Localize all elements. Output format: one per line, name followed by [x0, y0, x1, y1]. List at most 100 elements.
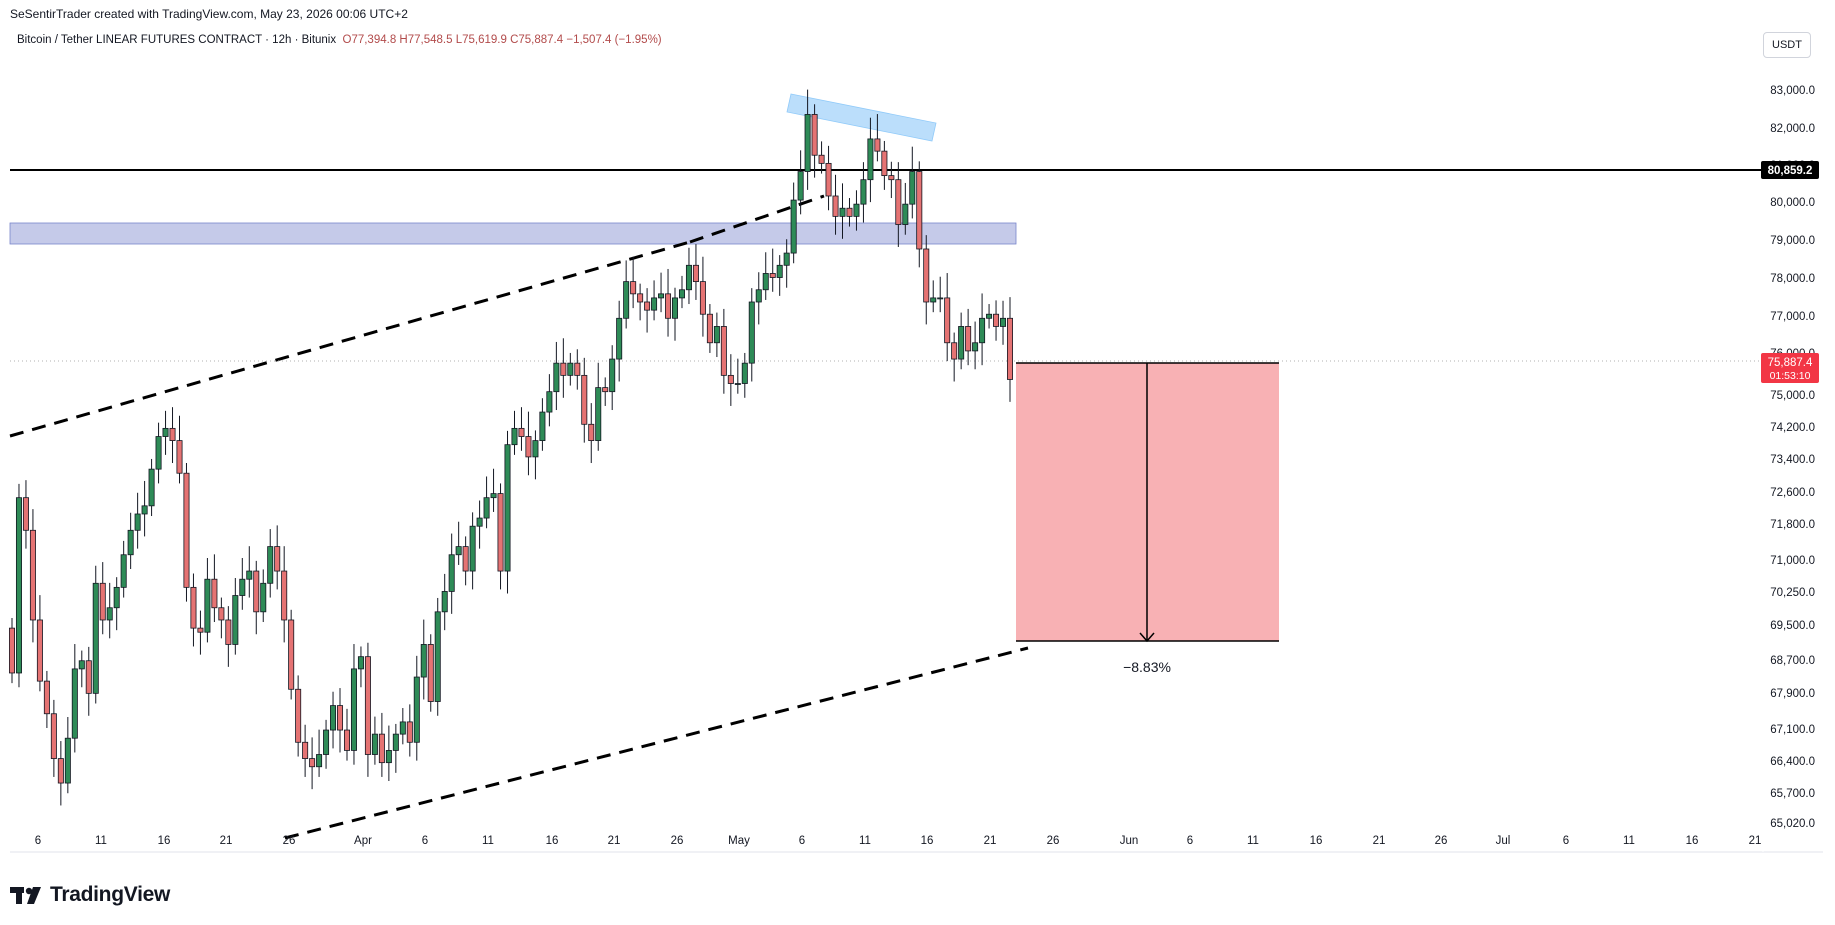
bullish-candle: [455, 546, 462, 556]
bullish-candle: [330, 705, 337, 731]
chart-attribution: SeSentirTrader created with TradingView.…: [10, 7, 408, 21]
bearish-candle: [637, 293, 644, 303]
bullish-candle: [71, 668, 78, 739]
bullish-candle: [790, 199, 797, 254]
bullish-candle: [413, 676, 420, 743]
bullish-candle: [958, 326, 965, 360]
symbol-name[interactable]: Bitcoin / Tether LINEAR FUTURES CONTRACT…: [17, 34, 337, 46]
time-tick-label: 16: [546, 835, 559, 847]
currency-selector[interactable]: USDT: [1763, 32, 1811, 58]
top-consolidation-zone[interactable]: [786, 93, 937, 142]
time-tick-label: 21: [220, 835, 233, 847]
lower-channel-line[interactable]: [284, 646, 1029, 840]
bullish-candle: [616, 317, 623, 360]
bearish-candle: [22, 497, 29, 531]
time-tick-label: 21: [1373, 835, 1386, 847]
bearish-candle: [832, 195, 839, 217]
bullish-candle: [546, 391, 553, 413]
bullish-candle: [385, 750, 392, 764]
bullish-candle: [713, 326, 720, 344]
bullish-candle: [483, 497, 490, 519]
bearish-candle: [951, 342, 958, 360]
bullish-candle: [986, 313, 993, 319]
bullish-candle: [246, 570, 253, 580]
time-axis[interactable]: 6 11 16 21 26 Apr 6 11 16 21 26 May 6 11 16 21 26 Jun 6 11 1…: [35, 835, 1762, 847]
bullish-candle: [776, 264, 783, 278]
time-tick-label: 6: [799, 835, 805, 847]
bullish-candle: [783, 252, 790, 266]
tradingview-brand[interactable]: TradingView: [10, 883, 170, 907]
bullish-candle: [504, 444, 511, 572]
bullish-candle: [755, 289, 762, 303]
bullish-candle: [434, 611, 441, 702]
bullish-candle: [420, 644, 427, 678]
bearish-candle: [665, 293, 672, 319]
bullish-candle: [734, 383, 741, 385]
bearish-candle: [944, 297, 951, 344]
bullish-candle: [595, 387, 602, 442]
bullish-candle: [260, 582, 267, 613]
bearish-candle: [588, 423, 595, 442]
price-axis[interactable]: 83,000.082,000.081,000.080,000.079,000.0…: [1770, 85, 1815, 830]
time-tick-label: Jul: [1496, 835, 1511, 847]
bullish-candle: [267, 546, 274, 584]
price-tick-label: 78,000.0: [1770, 273, 1815, 285]
bullish-candle: [441, 591, 448, 613]
time-tick-label: 21: [984, 835, 997, 847]
bullish-candle: [64, 737, 71, 784]
bullish-candle: [120, 554, 127, 588]
bearish-candle: [337, 705, 344, 731]
bullish-candle: [148, 468, 155, 507]
time-tick-label: 16: [921, 835, 934, 847]
bearish-candle: [574, 362, 581, 376]
bullish-candle: [469, 525, 476, 572]
bullish-candle: [1000, 317, 1007, 327]
bullish-candle: [323, 729, 330, 755]
bullish-candle: [78, 660, 85, 670]
bearish-candle: [225, 619, 232, 645]
bullish-candle: [204, 578, 211, 633]
ohlc-values: O77,394.8 H77,548.5 L75,619.9 C75,887.4 …: [343, 34, 662, 46]
bearish-candle: [811, 114, 818, 156]
bearish-candle: [378, 733, 385, 764]
bearish-candle: [699, 281, 706, 315]
close-value: C75,887.4: [510, 34, 564, 46]
bearish-candle: [99, 582, 106, 621]
upper-channel-line-extension[interactable]: [689, 194, 825, 244]
supply-zone[interactable]: [9, 222, 1017, 245]
bullish-candle: [155, 436, 162, 470]
resistance-price-tag-text: 80,859.2: [1768, 165, 1813, 177]
bearish-candle: [644, 301, 651, 311]
upper-channel-line[interactable]: [9, 240, 691, 438]
bearish-candle: [923, 248, 930, 303]
bearish-candle: [518, 427, 525, 437]
symbol-legend[interactable]: Bitcoin / Tether LINEAR FUTURES CONTRACT…: [17, 34, 662, 46]
bullish-candle: [399, 721, 406, 735]
bullish-candle: [937, 297, 944, 300]
time-tick-label: 21: [1749, 835, 1762, 847]
bullish-candle: [741, 362, 748, 384]
time-tick-label: 16: [1310, 835, 1323, 847]
candle-series: [8, 89, 1014, 806]
time-tick-label: Apr: [354, 835, 372, 847]
bullish-candle: [672, 297, 679, 319]
time-tick-label: 26: [283, 835, 296, 847]
bullish-candle: [658, 293, 665, 299]
bearish-candle: [916, 171, 923, 250]
bullish-candle: [15, 497, 22, 674]
bearish-candle: [818, 154, 825, 164]
change-value: −1,507.4 (−1.95%): [566, 34, 662, 46]
price-tick-label: 75,000.0: [1770, 390, 1815, 402]
bearish-candle: [169, 427, 176, 442]
bearish-candle: [874, 138, 881, 152]
bullish-candle: [127, 529, 134, 556]
bullish-candle: [92, 582, 99, 694]
bullish-candle: [930, 297, 937, 303]
time-tick-label: 26: [1435, 835, 1448, 847]
bullish-candle: [448, 554, 455, 592]
bullish-candle: [762, 273, 769, 291]
bullish-candle: [797, 171, 804, 201]
time-tick-label: 11: [482, 835, 494, 847]
time-tick-label: 11: [1247, 835, 1259, 847]
